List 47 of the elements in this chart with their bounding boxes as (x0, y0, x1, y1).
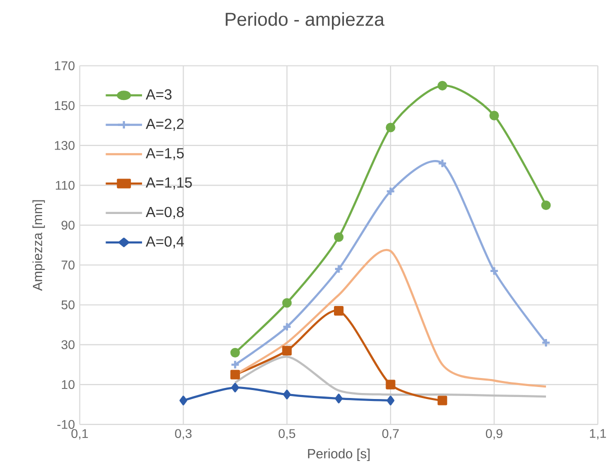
point (334, 232, 344, 242)
legend-label: A=2,2 (146, 118, 184, 131)
x-tick-label: 0,9 (486, 428, 502, 440)
x-tick-label: 0,5 (278, 428, 296, 440)
y-tick-label: 10 (62, 380, 75, 389)
legend-label: A=3 (146, 89, 172, 100)
point (489, 110, 499, 120)
legend-label: A=0,8 (146, 206, 184, 219)
point (282, 298, 292, 308)
legend-label: A=1,5 (146, 148, 184, 160)
point (386, 380, 396, 390)
y-axis-title: Ampiezza [mm] (32, 200, 45, 291)
point (334, 306, 344, 316)
y-tick-label: 90 (62, 220, 75, 230)
point (386, 186, 396, 196)
point (230, 348, 240, 358)
point (283, 390, 291, 400)
chart-title: Periodo - ampiezza (226, 12, 384, 30)
point (386, 395, 394, 406)
x-tick-label: 0,3 (175, 428, 192, 440)
point (386, 122, 396, 132)
point (179, 395, 188, 406)
y-tick-label: -10 (57, 420, 75, 429)
x-tick-label: 0,7 (382, 428, 399, 440)
x-axis-title: Periodo [s] (308, 448, 370, 461)
point (438, 80, 448, 90)
point (334, 393, 343, 404)
point (282, 322, 292, 332)
y-tick-label: 70 (62, 260, 75, 270)
point (282, 346, 292, 356)
y-tick-label: 150 (54, 100, 75, 110)
legend-label: A=0,4 (146, 236, 184, 248)
point (489, 266, 499, 276)
point (541, 200, 551, 210)
x-tick-label: 0,1 (71, 428, 88, 440)
point (334, 264, 344, 274)
point (438, 395, 448, 406)
point (438, 158, 448, 168)
point (230, 370, 240, 380)
x-tick-label: 1,1 (590, 428, 606, 440)
y-tick-label: 170 (54, 61, 75, 70)
point (231, 382, 239, 392)
y-tick-label: 50 (61, 300, 75, 310)
y-tick-label: 130 (54, 140, 75, 150)
y-tick-label: 110 (56, 180, 75, 190)
legend-label: A=1,15 (146, 177, 192, 190)
y-tick-label: 30 (61, 340, 75, 349)
